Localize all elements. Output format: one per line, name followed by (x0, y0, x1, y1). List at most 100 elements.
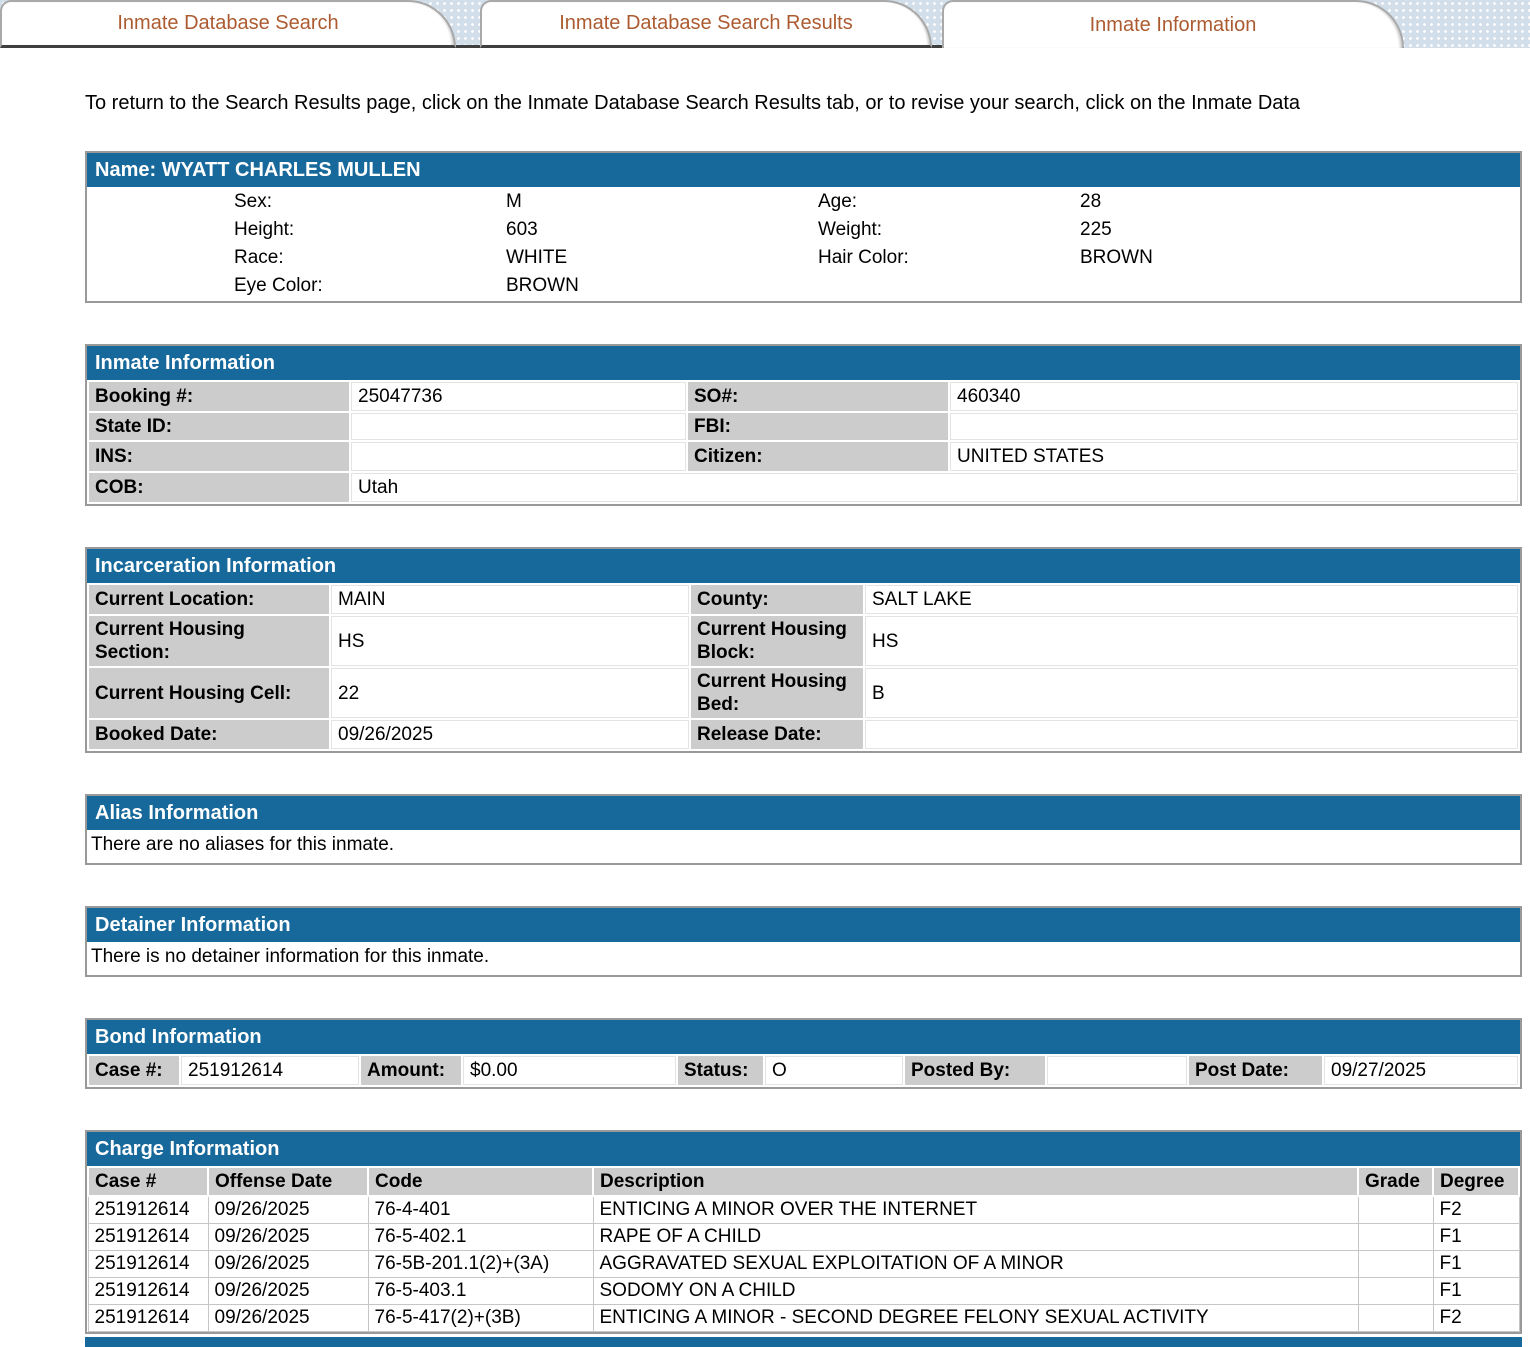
table-row: Booking #: 25047736 SO#: 460340 (89, 382, 1518, 411)
field-label: INS: (89, 442, 349, 471)
charge-grade (1357, 1223, 1434, 1251)
charge-row: 251912614 09/26/2025 76-4-401 ENTICING A… (87, 1195, 1520, 1224)
field-value: M (506, 189, 816, 215)
charge-case-number: 251912614 (87, 1195, 209, 1224)
field-label: Status: (678, 1056, 763, 1085)
field-label: Release Date: (691, 720, 863, 749)
charge-case-number: 251912614 (87, 1250, 209, 1278)
tab-label: Inmate Database Search (117, 12, 339, 34)
table-row: Current Housing Cell: 22 Current Housing… (89, 668, 1518, 718)
field-value: 225 (1080, 217, 1518, 243)
table-row: Race: WHITE Hair Color: BROWN (89, 245, 1518, 271)
field-label: County: (691, 585, 863, 614)
field-label: Post Date: (1189, 1056, 1322, 1085)
table-row: Case #: 251912614 Amount: $0.00 Status: … (89, 1056, 1518, 1085)
field-value: UNITED STATES (950, 442, 1518, 471)
field-label: Citizen: (688, 442, 948, 471)
incarceration-information-section: Incarceration Information Current Locati… (85, 547, 1522, 753)
field-value: HS (865, 616, 1518, 666)
field-value (865, 720, 1518, 749)
field-value: B (865, 668, 1518, 718)
charge-code: 76-5-417(2)+(3B) (367, 1304, 594, 1332)
charge-offense-date: 09/26/2025 (207, 1304, 369, 1332)
charge-offense-date: 09/26/2025 (207, 1223, 369, 1251)
field-value: 25047736 (351, 382, 686, 411)
charge-information-header: Charge Information (87, 1132, 1520, 1166)
field-label: Current Housing Cell: (89, 668, 329, 718)
field-value: BROWN (506, 273, 816, 299)
charge-row: 251912614 09/26/2025 76-5-403.1 SODOMY O… (87, 1277, 1520, 1305)
field-label: FBI: (688, 413, 948, 440)
tab-inmate-information[interactable]: Inmate Information (942, 0, 1404, 48)
charge-description: RAPE OF A CHILD (592, 1223, 1359, 1251)
field-label: Age: (818, 189, 1078, 215)
bond-information-section: Bond Information Case #: 251912614 Amoun… (85, 1018, 1522, 1089)
field-value: 603 (506, 217, 816, 243)
field-value: SALT LAKE (865, 585, 1518, 614)
field-value (351, 413, 686, 440)
charge-code: 76-5-403.1 (367, 1277, 594, 1305)
field-value: $0.00 (463, 1056, 676, 1085)
table-row: Current Location: MAIN County: SALT LAKE (89, 585, 1518, 614)
detainer-information-header: Detainer Information (87, 908, 1520, 942)
charge-grade (1357, 1277, 1434, 1305)
table-row: Booked Date: 09/26/2025 Release Date: (89, 720, 1518, 749)
field-label: Booked Date: (89, 720, 329, 749)
table-row: INS: Citizen: UNITED STATES (89, 442, 1518, 471)
field-label: Eye Color: (89, 273, 504, 299)
field-value (950, 413, 1518, 440)
table-header-row: Case # Offense Date Code Description Gra… (87, 1166, 1520, 1197)
charge-offense-date: 09/26/2025 (207, 1277, 369, 1305)
tab-bar-filler (1404, 0, 1530, 48)
alias-message: There are no aliases for this inmate. (91, 834, 395, 855)
field-label: Current Housing Block: (691, 616, 863, 666)
detainer-information-section: Detainer Information There is no detaine… (85, 906, 1522, 977)
tab-gap (932, 0, 942, 48)
tab-label: Inmate Database Search Results (559, 12, 853, 34)
field-value: MAIN (331, 585, 689, 614)
incarceration-information-header: Incarceration Information (87, 549, 1520, 583)
charge-degree: F1 (1432, 1250, 1520, 1278)
field-label: Current Location: (89, 585, 329, 614)
charge-degree: F2 (1432, 1304, 1520, 1332)
table-row: Eye Color: BROWN (89, 273, 1518, 299)
field-label: Height: (89, 217, 504, 243)
tab-inmate-database-search[interactable]: Inmate Database Search (0, 0, 456, 48)
field-label: State ID: (89, 413, 349, 440)
charge-case-number: 251912614 (87, 1304, 209, 1332)
field-value: Utah (351, 473, 1518, 502)
alias-information-header: Alias Information (87, 796, 1520, 830)
field-value: 251912614 (181, 1056, 359, 1085)
charge-description: ENTICING A MINOR OVER THE INTERNET (592, 1195, 1359, 1224)
field-label: Booking #: (89, 382, 349, 411)
column-header: Offense Date (207, 1166, 369, 1197)
charge-offense-date: 09/26/2025 (207, 1195, 369, 1224)
field-value (1080, 273, 1518, 299)
field-label: Posted By: (905, 1056, 1045, 1085)
charge-case-number: 251912614 (87, 1277, 209, 1305)
field-value: 09/27/2025 (1324, 1056, 1518, 1085)
field-value: HS (331, 616, 689, 666)
field-value: 09/26/2025 (331, 720, 689, 749)
tab-bar: Inmate Database Search Inmate Database S… (0, 0, 1530, 48)
tab-inmate-database-search-results[interactable]: Inmate Database Search Results (480, 0, 932, 48)
charge-row: 251912614 09/26/2025 76-5B-201.1(2)+(3A)… (87, 1250, 1520, 1278)
field-value: WHITE (506, 245, 816, 271)
field-label: Race: (89, 245, 504, 271)
bond-information-table: Case #: 251912614 Amount: $0.00 Status: … (87, 1054, 1520, 1087)
field-label: COB: (89, 473, 349, 502)
charge-row: 251912614 09/26/2025 76-5-417(2)+(3B) EN… (87, 1304, 1520, 1332)
field-value (351, 442, 686, 471)
charge-grade (1357, 1195, 1434, 1224)
bond-information-header: Bond Information (87, 1020, 1520, 1054)
charge-code: 76-5-402.1 (367, 1223, 594, 1251)
inmate-information-header: Inmate Information (87, 346, 1520, 380)
field-value: BROWN (1080, 245, 1518, 271)
tab-gap (456, 0, 480, 48)
field-value (1047, 1056, 1187, 1085)
charge-row: 251912614 09/26/2025 76-5-402.1 RAPE OF … (87, 1223, 1520, 1251)
charge-degree: F2 (1432, 1195, 1520, 1224)
field-value: 22 (331, 668, 689, 718)
field-label: Case #: (89, 1056, 179, 1085)
alias-information-section: Alias Information There are no aliases f… (85, 794, 1522, 865)
